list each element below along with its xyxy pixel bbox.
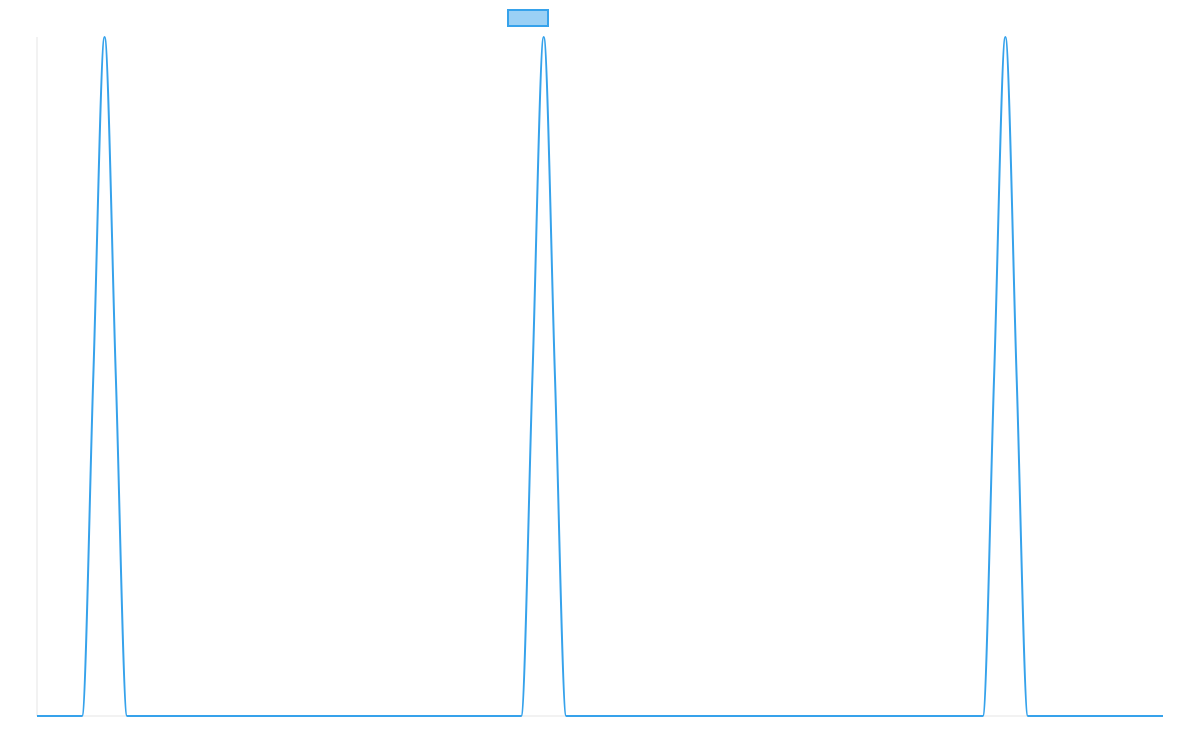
data-point[interactable]: [563, 713, 569, 719]
data-point[interactable]: [102, 34, 108, 40]
series-layer: [34, 34, 1166, 719]
data-point[interactable]: [79, 713, 85, 719]
data-point[interactable]: [518, 713, 524, 719]
legend-swatch[interactable]: [507, 9, 549, 27]
data-point[interactable]: [991, 374, 997, 380]
data-point[interactable]: [113, 374, 119, 380]
legend[interactable]: [507, 9, 549, 27]
data-point[interactable]: [124, 713, 130, 719]
data-point[interactable]: [90, 374, 96, 380]
data-point[interactable]: [529, 374, 535, 380]
data-point[interactable]: [552, 374, 558, 380]
data-point[interactable]: [1160, 713, 1166, 719]
data-point[interactable]: [980, 713, 986, 719]
data-point[interactable]: [541, 34, 547, 40]
series-line: [37, 36, 1163, 718]
data-point[interactable]: [1014, 374, 1020, 380]
data-point[interactable]: [1002, 34, 1008, 40]
data-point[interactable]: [1025, 713, 1031, 719]
data-point[interactable]: [34, 713, 40, 719]
